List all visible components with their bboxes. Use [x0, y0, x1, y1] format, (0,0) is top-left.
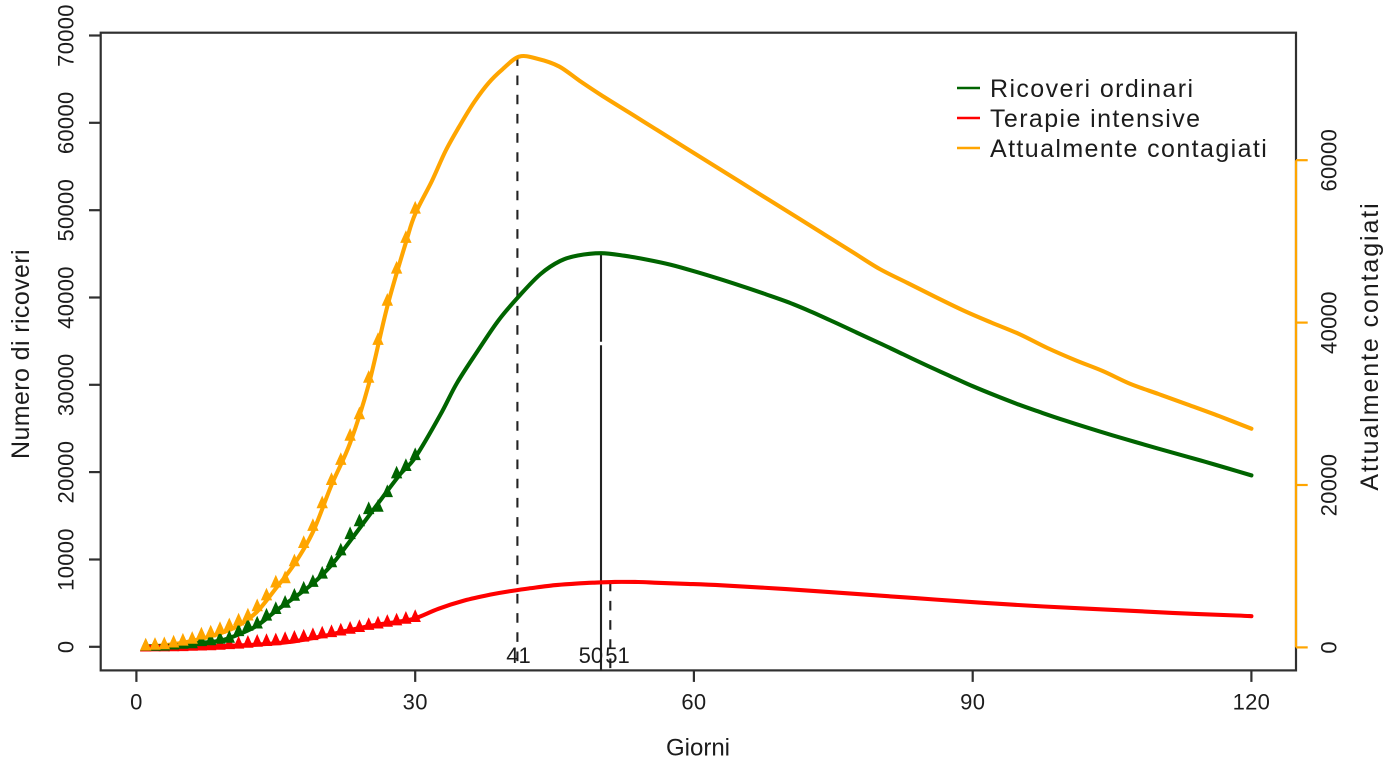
- svg-text:50: 50: [579, 643, 603, 668]
- svg-text:Giorni: Giorni: [666, 735, 730, 762]
- svg-text:40000: 40000: [1317, 291, 1342, 354]
- svg-text:41: 41: [506, 643, 530, 668]
- svg-text:120: 120: [1233, 689, 1271, 714]
- svg-text:Numero di ricoveri: Numero di ricoveri: [7, 249, 35, 459]
- svg-text:51: 51: [605, 643, 629, 668]
- svg-text:40000: 40000: [53, 266, 78, 329]
- svg-text:50000: 50000: [53, 179, 78, 242]
- svg-text:30000: 30000: [53, 353, 78, 416]
- svg-text:0: 0: [130, 689, 143, 714]
- svg-text:20000: 20000: [1317, 454, 1342, 517]
- svg-text:10000: 10000: [53, 528, 78, 591]
- svg-text:90: 90: [960, 689, 985, 714]
- svg-text:Attualmente contagiati: Attualmente contagiati: [1356, 201, 1384, 490]
- svg-text:0: 0: [1317, 641, 1342, 654]
- svg-text:70000: 70000: [53, 4, 78, 67]
- svg-text:Attualmente contagiati: Attualmente contagiati: [990, 135, 1268, 163]
- svg-text:Ricoveri ordinari: Ricoveri ordinari: [990, 75, 1194, 103]
- svg-text:20000: 20000: [53, 441, 78, 504]
- svg-text:60000: 60000: [1317, 129, 1342, 192]
- svg-text:Terapie intensive: Terapie intensive: [990, 105, 1201, 133]
- svg-text:60: 60: [681, 689, 706, 714]
- svg-text:30: 30: [403, 689, 428, 714]
- svg-text:0: 0: [53, 641, 78, 654]
- svg-text:60000: 60000: [53, 91, 78, 154]
